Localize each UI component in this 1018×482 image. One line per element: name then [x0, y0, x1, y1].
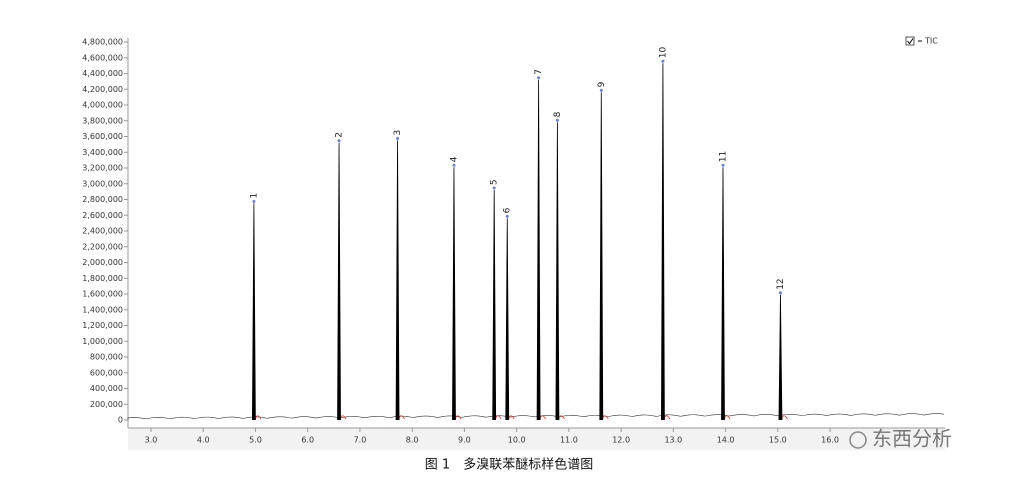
peak-label: 7	[534, 69, 544, 75]
peak-tail	[254, 415, 262, 421]
peak-tail	[339, 415, 347, 421]
y-tick-label: 3,200,000	[82, 164, 123, 173]
y-tick-label: 2,200,000	[82, 242, 123, 251]
peak-marker	[721, 163, 725, 167]
peak-label: 9	[597, 81, 607, 87]
y-tick-label: 0	[118, 416, 123, 425]
peak-label: 8	[553, 111, 563, 117]
peak-label: 4	[449, 156, 459, 162]
peak-marker	[555, 118, 559, 122]
y-tick-label: 4,600,000	[82, 53, 123, 62]
x-axis-band	[128, 428, 945, 450]
y-tick-label: 800,000	[90, 353, 123, 362]
legend-label: TIC	[924, 37, 938, 46]
x-tick-label: 6.0	[301, 436, 314, 445]
y-tick-label: 1,600,000	[82, 290, 123, 299]
peak-marker	[337, 139, 341, 143]
peak-label: 11	[718, 151, 728, 162]
peak-marker	[505, 214, 509, 218]
y-tick-label: 3,000,000	[82, 179, 123, 188]
x-tick-label: 12.0	[612, 436, 630, 445]
peak	[599, 92, 604, 421]
y-tick-label: 1,200,000	[82, 321, 123, 330]
peak-marker	[661, 59, 665, 63]
peak-marker	[492, 186, 496, 190]
x-tick-label: 14.0	[717, 436, 735, 445]
peak-marker	[452, 163, 456, 167]
peak-marker	[778, 291, 782, 295]
x-tick-label: 4.0	[197, 436, 210, 445]
peak	[536, 79, 541, 421]
y-tick-label: 3,400,000	[82, 148, 123, 157]
peak-tail	[723, 415, 731, 421]
peak-marker	[252, 199, 256, 203]
y-tick-label: 2,800,000	[82, 195, 123, 204]
y-tick-label: 4,200,000	[82, 85, 123, 94]
peak	[492, 190, 497, 421]
peak-tail	[663, 415, 671, 421]
legend-check	[907, 38, 914, 45]
y-tick-label: 3,600,000	[82, 132, 123, 141]
peak-label: 6	[503, 207, 513, 213]
peak	[555, 122, 560, 421]
peak-label: 2	[335, 132, 345, 138]
y-tick-label: 3,800,000	[82, 116, 123, 125]
x-tick-label: 15.0	[769, 436, 787, 445]
x-tick-label: 16.0	[821, 436, 839, 445]
watermark-icon	[849, 431, 867, 449]
y-tick-label: 2,400,000	[82, 227, 123, 236]
watermark: 东西分析	[872, 427, 952, 451]
peak-tail	[494, 415, 502, 421]
y-tick-label: 2,000,000	[82, 258, 123, 267]
peak-marker	[537, 76, 541, 80]
y-tick-label: 1,800,000	[82, 274, 123, 283]
peak	[505, 218, 510, 421]
y-tick-label: 4,800,000	[82, 38, 123, 47]
x-tick-label: 13.0	[664, 436, 682, 445]
peak-label: 1	[249, 193, 259, 199]
x-tick-label: 9.0	[458, 436, 471, 445]
peak-label: 5	[490, 179, 500, 185]
peak	[661, 63, 665, 421]
peak-label: 10	[658, 47, 668, 59]
peak-label: 3	[393, 130, 403, 136]
peak	[452, 167, 456, 421]
peak	[778, 294, 783, 421]
peak	[251, 203, 256, 421]
peak	[395, 140, 400, 421]
baseline	[127, 413, 945, 420]
y-tick-label: 4,000,000	[82, 101, 123, 110]
peak	[721, 167, 725, 421]
y-tick-label: 1,000,000	[82, 337, 123, 346]
peak-label: 12	[776, 278, 786, 289]
y-tick-label: 200,000	[90, 400, 123, 409]
legend-checkbox[interactable]	[905, 36, 915, 46]
caption: 图 1 多溴联苯醚标样色谱图	[425, 457, 593, 473]
x-tick-label: 8.0	[406, 436, 419, 445]
y-tick-label: 400,000	[90, 384, 123, 393]
y-tick-label: 4,400,000	[82, 69, 123, 78]
peak-marker	[396, 136, 400, 140]
peak	[337, 142, 341, 421]
y-tick-label: 1,400,000	[82, 305, 123, 314]
peak-tail	[781, 415, 788, 421]
x-tick-label: 11.0	[560, 436, 578, 445]
peak-tail	[539, 415, 546, 421]
x-tick-label: 10.0	[508, 436, 526, 445]
x-tick-label: 5.0	[249, 436, 262, 445]
y-tick-label: 600,000	[90, 368, 123, 377]
y-tick-label: 2,600,000	[82, 211, 123, 220]
x-tick-label: 3.0	[145, 436, 158, 445]
x-tick-label: 7.0	[354, 436, 367, 445]
peak-marker	[599, 88, 603, 92]
